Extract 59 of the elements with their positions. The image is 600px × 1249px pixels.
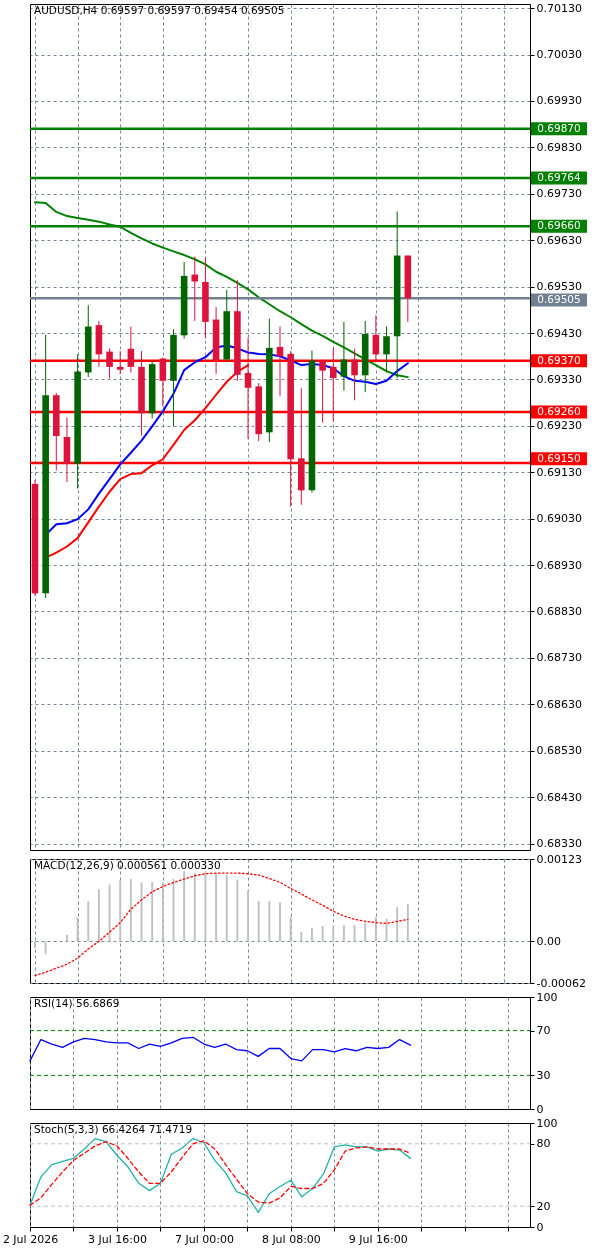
ref-line-label: 0.69260: [537, 404, 581, 417]
chart-title: AUDUSD,H4 0.69597 0.69597 0.69454 0.69505: [34, 4, 285, 16]
y-tick-label: 0.00: [536, 934, 561, 948]
chart-title: Stoch(5,3,3) 66.4264 71.4719: [34, 1123, 193, 1135]
line-series: [34, 872, 409, 977]
y-tick-label: 0.69430: [536, 326, 582, 340]
y-tick-label: 0.69130: [536, 465, 582, 479]
candlestick: [159, 357, 167, 407]
ref-line-label: 0.69150: [537, 451, 581, 464]
y-tick-label: 0: [536, 1220, 544, 1234]
y-tick-label: 0.68430: [536, 790, 582, 804]
y-tick-label: 0.70130: [536, 1, 582, 15]
ref-line-label: 0.69870: [537, 121, 581, 134]
y-tick-label: 0.68530: [536, 744, 582, 758]
y-tick-label: 100: [536, 1116, 558, 1130]
y-tick-label: 0.68630: [536, 697, 582, 711]
line-series: [29, 1036, 412, 1062]
y-tick-label: 20: [536, 1199, 551, 1213]
y-tick-label: 0.69930: [536, 94, 582, 108]
ref-line-label: 0.69505: [537, 293, 581, 306]
candlestick: [127, 326, 135, 373]
y-tick-label: -0.00062: [536, 976, 586, 990]
candlestick: [191, 255, 199, 322]
y-tick-label: 100: [536, 990, 558, 1004]
y-tick-label: 0: [536, 1102, 544, 1116]
y-tick-label: 0.69230: [536, 419, 582, 433]
y-tick-label: 0.69730: [536, 187, 582, 201]
y-tick-label: 70: [536, 1024, 551, 1038]
candlestick: [383, 326, 390, 373]
ref-line-label: 0.69764: [537, 171, 582, 184]
candlestick: [329, 347, 337, 423]
x-tick-label: 9 Jul 16:00: [348, 1232, 408, 1246]
y-tick-label: 0.68730: [536, 651, 582, 665]
y-tick-label: 0.69530: [536, 280, 582, 294]
candlestick: [351, 348, 358, 401]
y-tick-label: 80: [536, 1137, 551, 1151]
candlestick: [244, 337, 252, 440]
x-tick-label: 7 Jul 00:00: [174, 1232, 234, 1246]
y-tick-label: 0.69830: [536, 140, 582, 154]
x-tick-label: 3 Jul 16:00: [87, 1232, 147, 1246]
y-tick-label: 0.68930: [536, 558, 582, 572]
y-tick-label: 0.69330: [536, 372, 582, 386]
candlestick: [319, 358, 326, 424]
chart-title: RSI(14) 56.6869: [34, 997, 120, 1009]
y-tick-label: 0.00123: [536, 852, 582, 866]
candlestick: [106, 347, 113, 379]
y-tick-label: 0.68830: [536, 604, 582, 618]
ref-line-label: 0.69660: [537, 219, 581, 232]
y-tick-label: 0.69030: [536, 512, 582, 526]
ref-line-label: 0.69370: [537, 353, 581, 366]
candlestick: [116, 350, 124, 375]
candlestick: [340, 321, 348, 392]
x-tick-label: 8 Jul 08:00: [261, 1232, 321, 1246]
y-tick-label: 0.69630: [536, 233, 582, 247]
y-tick-label: 0.68330: [536, 837, 582, 850]
y-tick-label: 0.70030: [536, 48, 582, 62]
chart-title: MACD(12,26,9) 0.000561 0.000330: [34, 859, 221, 871]
y-tick-label: 30: [536, 1068, 551, 1082]
x-tick-label: 2 Jul 2026: [2, 1232, 59, 1246]
